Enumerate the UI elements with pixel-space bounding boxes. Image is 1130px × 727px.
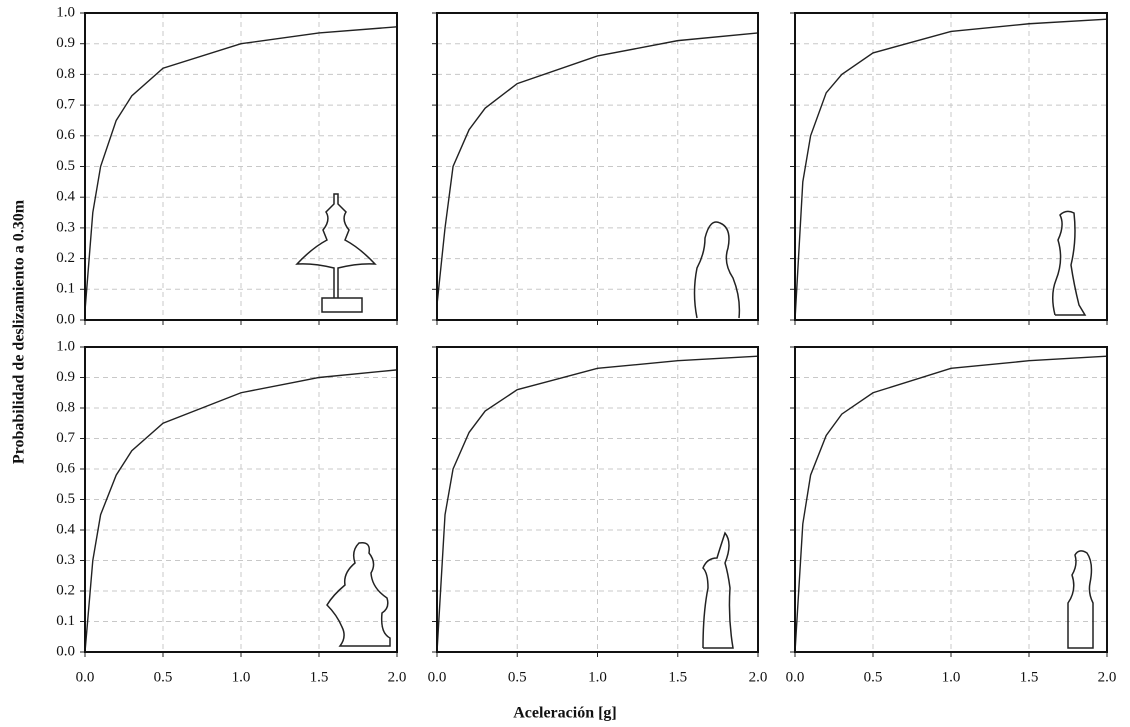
y-tick-label: 0.8 [56, 399, 75, 415]
x-tick-label: 0.0 [428, 669, 447, 685]
panel: 0.0 0.1 0.2 0.3 0.4 0.5 0.6 0.7 0.8 0.9 1.0 [56, 4, 398, 327]
y-tick-label: 0.7 [56, 97, 75, 113]
plot-frame [794, 12, 1108, 321]
x-tick-label: 2.0 [749, 669, 768, 685]
panel: 0.0 0.5 1.0 1.5 2.0 [428, 346, 768, 685]
x-tick-label: 0.5 [864, 669, 883, 685]
x-axis-title: Aceleración [g] [513, 705, 617, 722]
plot-frame [84, 346, 398, 653]
y-tick-label: 0.3 [56, 552, 75, 568]
y-tick-label: 0.7 [56, 430, 75, 446]
y-axis-title: Probabilidad de deslizamiento a 0.30m [11, 199, 28, 464]
x-tick-label: 2.0 [1098, 669, 1117, 685]
curve [436, 32, 759, 305]
y-tick-label: 0.1 [56, 281, 75, 297]
statue-icons [295, 193, 1094, 649]
x-tick-label: 1.0 [588, 669, 607, 685]
y-tick-label: 1.0 [56, 4, 75, 20]
statue-icon [1067, 550, 1094, 649]
y-tick-label: 0.1 [56, 613, 75, 629]
x-tick-label: 1.0 [232, 669, 251, 685]
statue-icon [295, 193, 377, 313]
y-tick-label: 0.6 [56, 127, 75, 143]
y-tick-label: 0.2 [56, 582, 75, 598]
x-tick-label: 0.5 [154, 669, 173, 685]
curve [794, 18, 1108, 321]
panel: 0.0 0.1 0.2 0.3 0.4 0.5 0.6 0.7 0.8 0.9 1.0 0.0 0.5 1… [56, 338, 406, 685]
y-tick-label: 0.0 [56, 643, 75, 659]
panel [790, 12, 1108, 325]
statue-icon [326, 541, 391, 647]
curve [794, 355, 1108, 653]
y-tick-label: 0.9 [56, 35, 75, 51]
y-tick-label: 0.3 [56, 219, 75, 235]
plot-frame [794, 346, 1108, 653]
curve [84, 369, 398, 653]
y-tick-label: 0.9 [56, 369, 75, 385]
y-tick-label: 0.6 [56, 460, 75, 476]
x-tick-label: 1.5 [1020, 669, 1039, 685]
y-tick-label: 0.5 [56, 491, 75, 507]
y-tick-label: 0.4 [56, 189, 75, 205]
statue-icon [693, 221, 741, 319]
x-tick-label: 1.5 [310, 669, 329, 685]
curve [436, 355, 759, 653]
x-tick-label: 2.0 [388, 669, 407, 685]
panel [432, 12, 759, 325]
x-tick-label: 0.0 [786, 669, 805, 685]
statue-icon [1052, 210, 1087, 316]
panel: 0.0 0.5 1.0 1.5 2.0 [786, 346, 1117, 685]
y-tick-label: 0.2 [56, 250, 75, 266]
statue-icon [702, 531, 734, 649]
plot-frame [84, 12, 398, 321]
y-tick-label: 0.4 [56, 521, 75, 537]
y-tick-label: 0.0 [56, 311, 75, 327]
y-tick-label: 1.0 [56, 338, 75, 354]
plot-frame [436, 346, 759, 653]
y-tick-label: 0.5 [56, 158, 75, 174]
y-tick-label: 0.8 [56, 66, 75, 82]
x-tick-label: 1.5 [668, 669, 687, 685]
curve [84, 26, 398, 311]
plot-frame [436, 12, 759, 321]
x-tick-label: 0.5 [508, 669, 527, 685]
x-tick-label: 1.0 [942, 669, 961, 685]
x-tick-label: 0.0 [76, 669, 95, 685]
